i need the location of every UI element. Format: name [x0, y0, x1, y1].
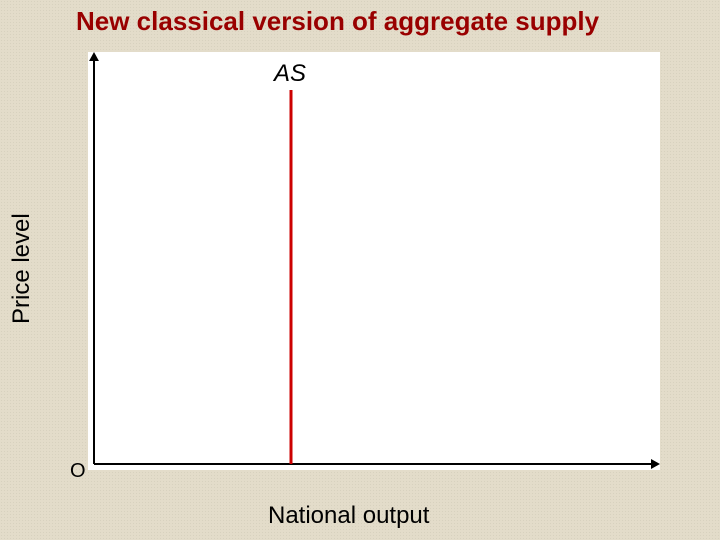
- plot-area: AS: [88, 52, 660, 470]
- as-curve-label: AS: [274, 60, 306, 88]
- slide: New classical version of aggregate suppl…: [0, 0, 720, 540]
- x-axis-label: National output: [268, 502, 429, 530]
- origin-label: O: [70, 460, 86, 483]
- y-axis-label: Price level: [8, 213, 36, 324]
- chart-svg: [88, 52, 660, 470]
- slide-title: New classical version of aggregate suppl…: [76, 6, 599, 37]
